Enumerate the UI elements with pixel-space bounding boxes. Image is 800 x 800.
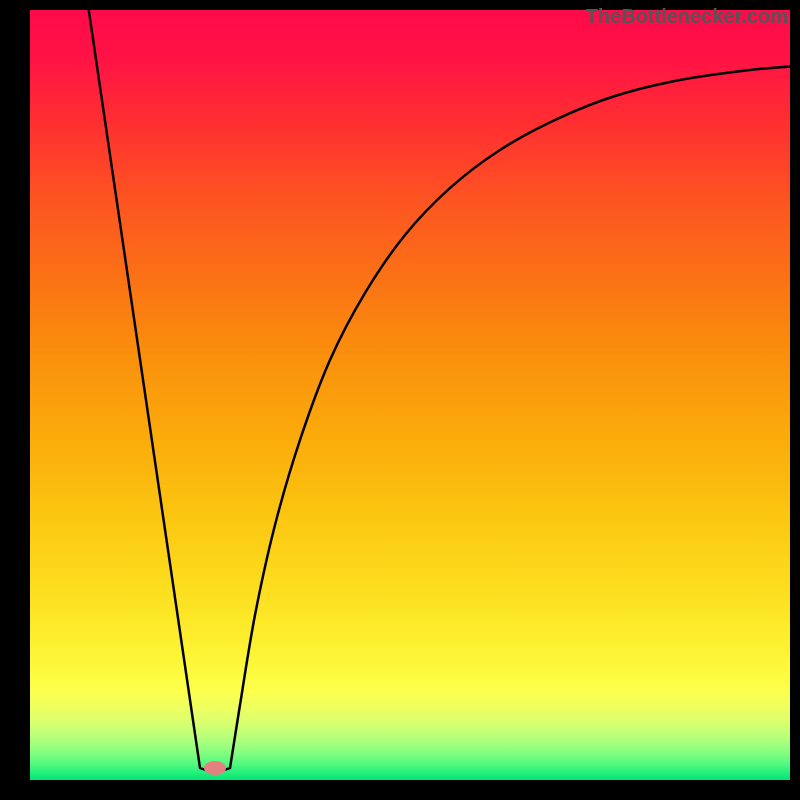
- watermark-text: TheBottlenecker.com: [586, 6, 788, 29]
- optimal-point-marker: [202, 759, 228, 777]
- bottleneck-curve: [30, 10, 790, 780]
- plot-area: [30, 10, 790, 780]
